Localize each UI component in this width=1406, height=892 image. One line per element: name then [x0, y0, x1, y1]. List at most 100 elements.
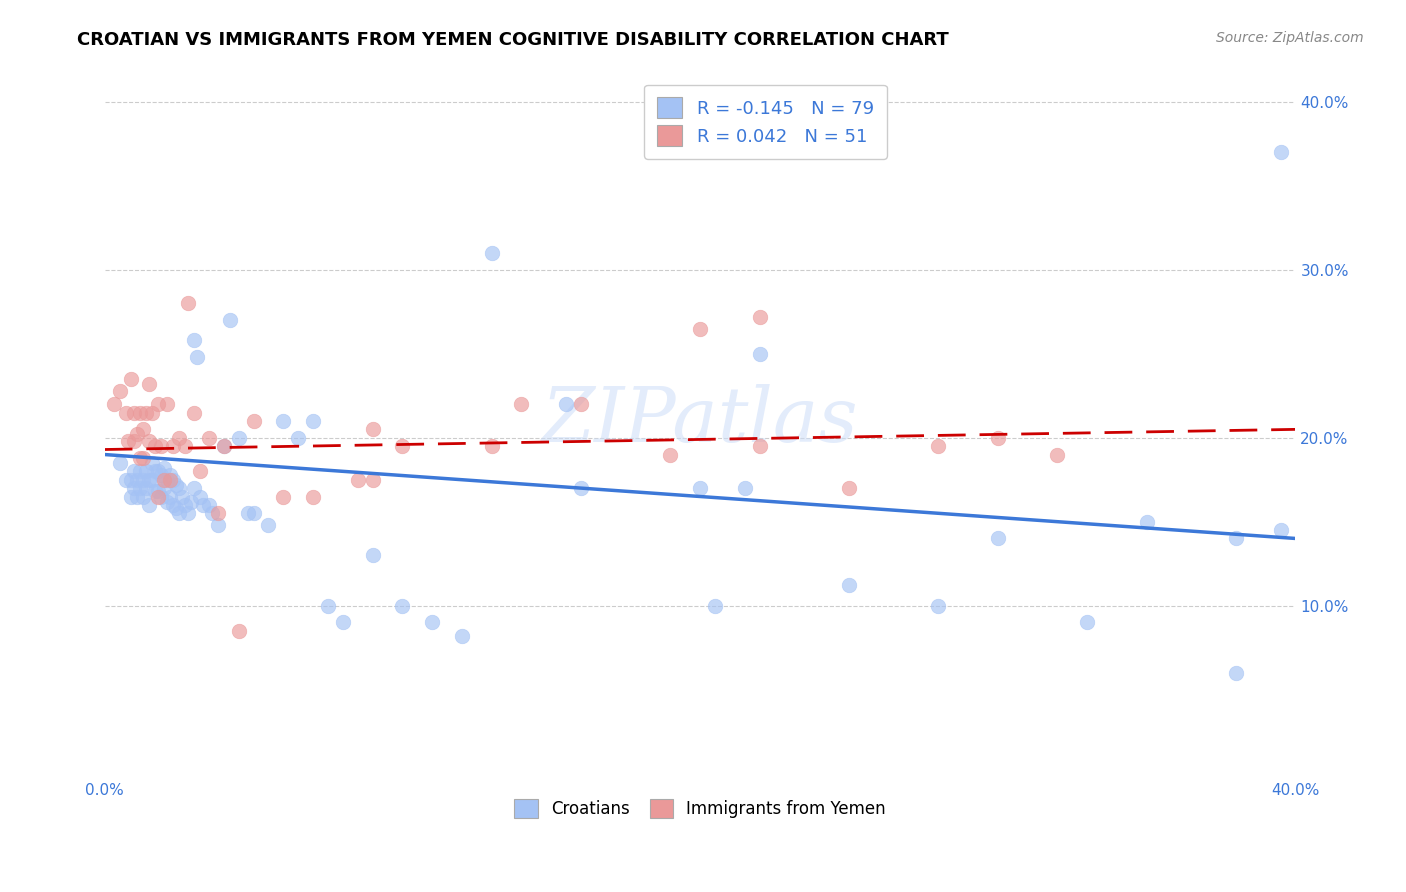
Point: [212, 439, 235, 453]
Point: [271, 490, 294, 504]
Point: [121, 490, 143, 504]
Point: [183, 481, 205, 495]
Point: [212, 439, 235, 453]
Point: [927, 599, 949, 613]
Point: [271, 414, 294, 428]
Point: [186, 350, 208, 364]
Point: [228, 624, 250, 638]
Point: [748, 439, 770, 453]
Point: [332, 615, 354, 630]
Point: [165, 477, 187, 491]
Point: [748, 347, 770, 361]
Point: [391, 439, 413, 453]
Point: [167, 481, 190, 495]
Point: [129, 406, 152, 420]
Point: [704, 599, 727, 613]
Point: [361, 422, 384, 436]
Point: [124, 464, 146, 478]
Point: [103, 397, 125, 411]
Point: [1270, 523, 1292, 537]
Point: [124, 406, 146, 420]
Point: [143, 439, 166, 453]
Point: [132, 490, 155, 504]
Point: [174, 498, 197, 512]
Point: [302, 490, 325, 504]
Point: [150, 490, 173, 504]
Point: [159, 467, 181, 482]
Point: [162, 439, 184, 453]
Point: [1225, 665, 1247, 680]
Point: [108, 456, 131, 470]
Point: [156, 494, 179, 508]
Point: [191, 498, 214, 512]
Point: [138, 473, 160, 487]
Point: [159, 490, 181, 504]
Point: [135, 481, 157, 495]
Point: [242, 414, 264, 428]
Point: [138, 377, 160, 392]
Point: [121, 372, 143, 386]
Point: [734, 481, 756, 495]
Point: [207, 518, 229, 533]
Point: [150, 439, 173, 453]
Point: [148, 397, 170, 411]
Point: [117, 434, 139, 449]
Point: [114, 473, 136, 487]
Point: [141, 456, 163, 470]
Point: [188, 490, 211, 504]
Point: [987, 532, 1010, 546]
Point: [148, 464, 170, 478]
Point: [198, 431, 221, 445]
Point: [124, 481, 146, 495]
Point: [236, 506, 259, 520]
Point: [1076, 615, 1098, 630]
Point: [207, 506, 229, 520]
Point: [689, 481, 711, 495]
Point: [143, 464, 166, 478]
Point: [569, 397, 592, 411]
Point: [361, 548, 384, 562]
Point: [135, 406, 157, 420]
Point: [218, 313, 240, 327]
Point: [689, 321, 711, 335]
Point: [174, 439, 197, 453]
Point: [153, 473, 176, 487]
Point: [150, 467, 173, 482]
Point: [121, 473, 143, 487]
Point: [391, 599, 413, 613]
Point: [510, 397, 533, 411]
Point: [129, 464, 152, 478]
Point: [451, 629, 474, 643]
Point: [481, 246, 503, 260]
Point: [129, 450, 152, 465]
Point: [242, 506, 264, 520]
Point: [127, 473, 149, 487]
Point: [143, 484, 166, 499]
Point: [180, 494, 202, 508]
Point: [138, 434, 160, 449]
Point: [555, 397, 578, 411]
Point: [153, 461, 176, 475]
Point: [138, 498, 160, 512]
Point: [108, 384, 131, 398]
Point: [127, 427, 149, 442]
Point: [361, 473, 384, 487]
Point: [132, 422, 155, 436]
Point: [129, 481, 152, 495]
Point: [114, 406, 136, 420]
Point: [659, 448, 682, 462]
Point: [141, 473, 163, 487]
Text: CROATIAN VS IMMIGRANTS FROM YEMEN COGNITIVE DISABILITY CORRELATION CHART: CROATIAN VS IMMIGRANTS FROM YEMEN COGNIT…: [77, 31, 949, 49]
Point: [346, 473, 368, 487]
Point: [1136, 515, 1159, 529]
Point: [1270, 145, 1292, 160]
Point: [135, 464, 157, 478]
Text: Source: ZipAtlas.com: Source: ZipAtlas.com: [1216, 31, 1364, 45]
Point: [927, 439, 949, 453]
Point: [132, 450, 155, 465]
Point: [153, 481, 176, 495]
Point: [198, 498, 221, 512]
Point: [748, 310, 770, 324]
Point: [124, 434, 146, 449]
Point: [165, 501, 187, 516]
